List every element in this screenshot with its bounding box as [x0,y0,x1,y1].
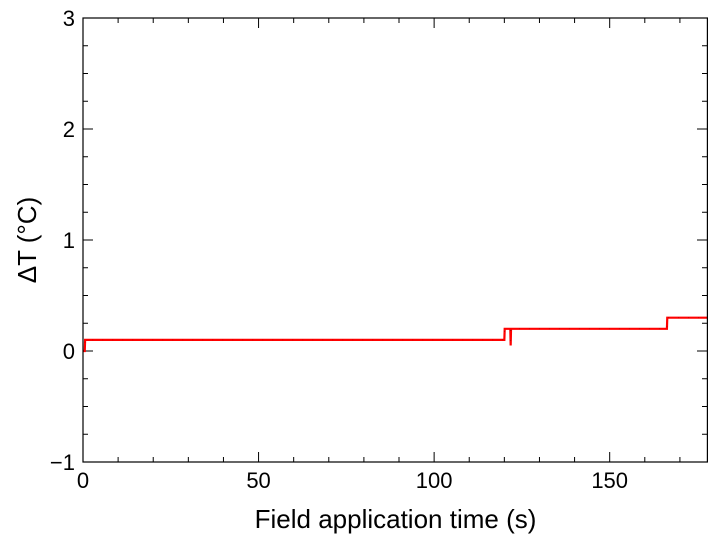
series-layer [83,316,708,353]
y-tick-label: 3 [63,6,75,31]
x-tick-label: 50 [246,468,270,493]
y-axis-ticks: −1 0 1 2 3 [50,6,707,475]
y-tick-label: −1 [50,450,75,475]
y-axis-label: ΔT (°C) [12,197,42,284]
series-line-markers-1 [83,317,708,352]
y-tick-label: 0 [63,339,75,364]
x-axis-label: Field application time (s) [255,504,537,534]
y-tick-label: 1 [63,228,75,253]
y-tick-label: 2 [63,117,75,142]
plot-frame [82,17,708,463]
x-tick-label: 0 [77,468,89,493]
series-line-1 [83,316,708,353]
x-tick-label: 100 [416,468,453,493]
x-tick-label: 150 [591,468,628,493]
x-axis-ticks: 0 50 100 150 [77,18,681,493]
